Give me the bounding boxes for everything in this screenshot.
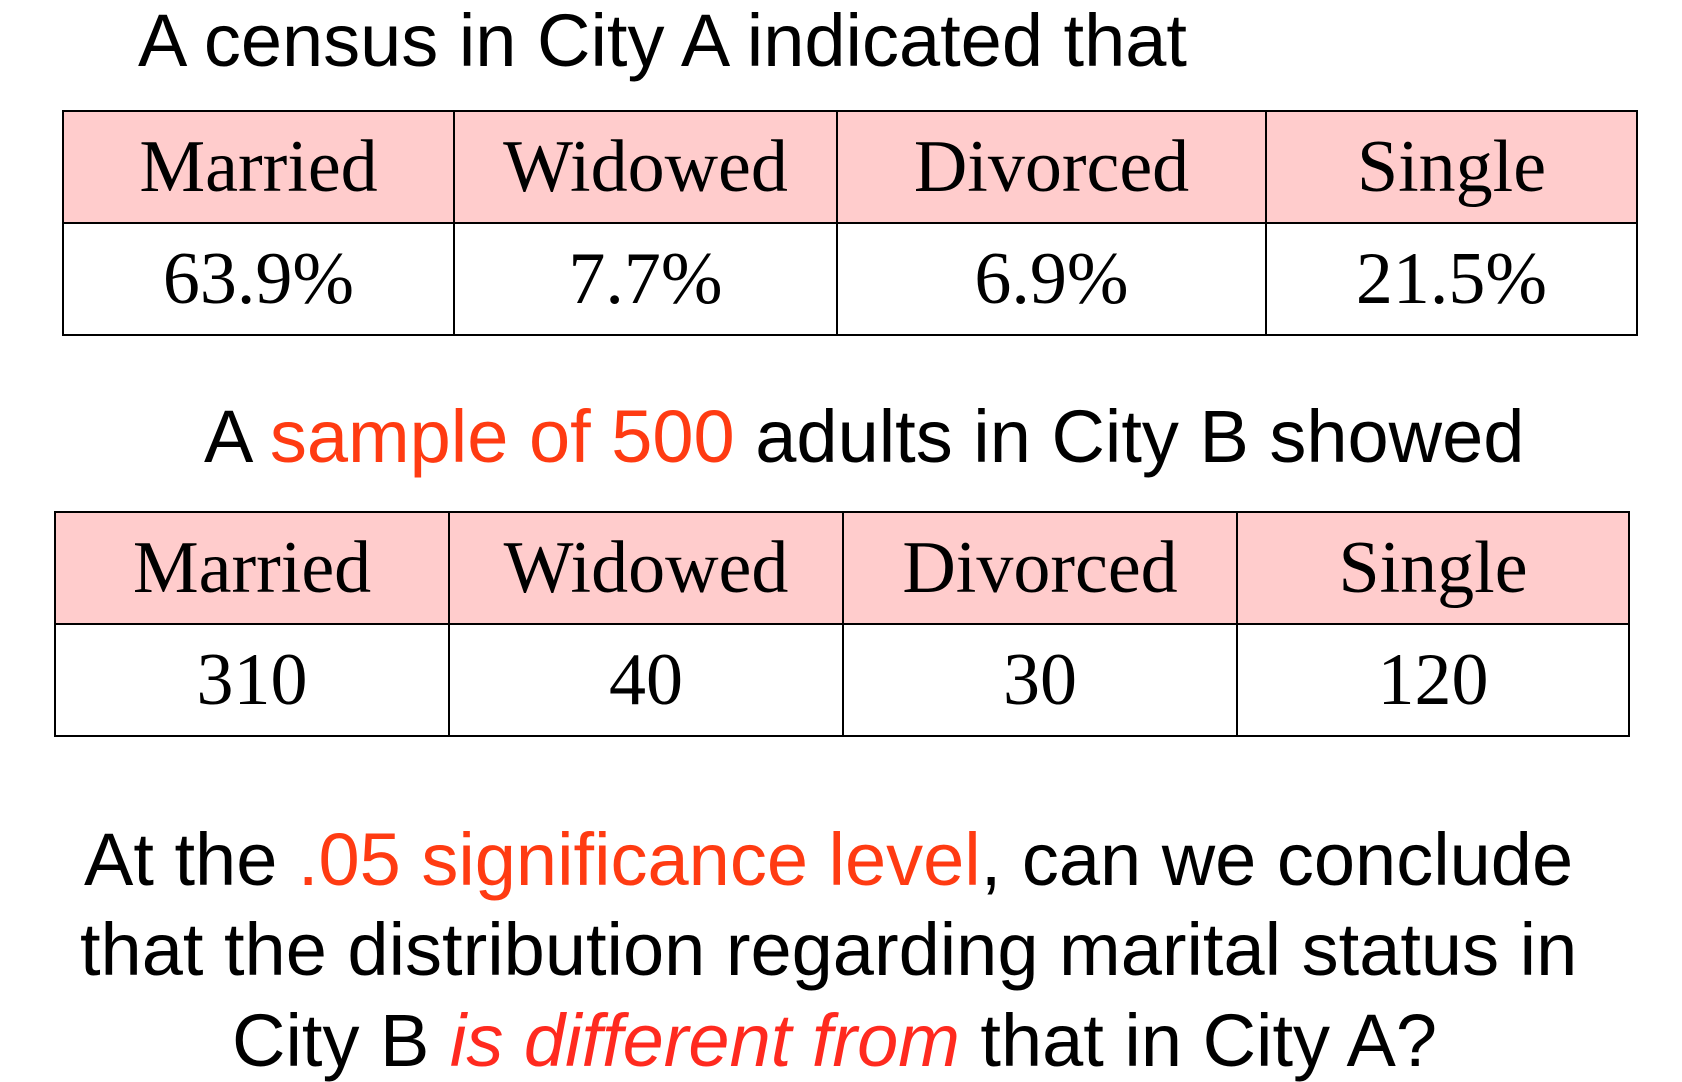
city-a-value-divorced: 6.9% <box>836 222 1267 336</box>
city-a-header-row: Married Widowed Divorced Single <box>62 110 1638 224</box>
city-a-header-single: Single <box>1265 110 1638 224</box>
city-a-header-divorced: Divorced <box>836 110 1267 224</box>
city-a-value-widowed: 7.7% <box>453 222 838 336</box>
city-b-header-divorced: Divorced <box>842 511 1238 625</box>
city-a-value-single: 21.5% <box>1265 222 1638 336</box>
sample-intro-prefix: A <box>204 395 270 478</box>
city-b-header-row: Married Widowed Divorced Single <box>54 511 1630 625</box>
sample-intro-suffix: adults in City B showed <box>734 395 1525 478</box>
city-b-header-married: Married <box>54 511 450 625</box>
census-intro-text: A census in City A indicated that <box>138 0 1187 82</box>
city-a-value-row: 63.9% 7.7% 6.9% 21.5% <box>62 222 1638 336</box>
question-line-3-prefix: City B <box>232 999 450 1082</box>
question-line-2: that the distribution regarding marital … <box>80 908 1578 991</box>
question-line-3: City B is different from that in City A? <box>232 1004 1437 1078</box>
city-a-value-married: 63.9% <box>62 222 455 336</box>
question-line-3-suffix: that in City A? <box>959 999 1438 1082</box>
sample-size-highlight: sample of 500 <box>269 395 735 478</box>
city-b-header-single: Single <box>1236 511 1630 625</box>
city-b-value-single: 120 <box>1236 623 1630 737</box>
question-line-1-prefix: At the <box>84 818 298 901</box>
city-b-value-divorced: 30 <box>842 623 1238 737</box>
city-b-value-widowed: 40 <box>448 623 844 737</box>
city-b-header-widowed: Widowed <box>448 511 844 625</box>
is-different-from-highlight: is different from <box>449 999 960 1082</box>
city-a-header-married: Married <box>62 110 455 224</box>
significance-level-highlight: .05 significance level <box>297 818 981 901</box>
question-line-1: At the .05 significance level, can we co… <box>84 823 1573 897</box>
question-line-1-suffix: , can we conclude <box>980 818 1574 901</box>
city-b-sample-table: Married Widowed Divorced Single 310 40 3… <box>54 511 1630 737</box>
city-b-value-married: 310 <box>54 623 450 737</box>
city-a-census-table: Married Widowed Divorced Single 63.9% 7.… <box>62 110 1638 336</box>
city-b-value-row: 310 40 30 120 <box>54 623 1630 737</box>
city-a-header-widowed: Widowed <box>453 110 838 224</box>
sample-intro-text: A sample of 500 adults in City B showed <box>204 400 1524 474</box>
